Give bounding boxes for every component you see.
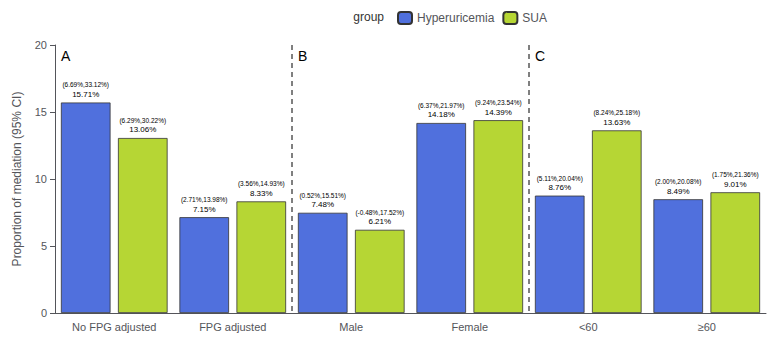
svg-text:(-0.48%,17.52%): (-0.48%,17.52%)	[355, 209, 404, 217]
svg-text:(2.00%,20.08%): (2.00%,20.08%)	[655, 178, 702, 186]
svg-text:13.63%: 13.63%	[603, 118, 630, 127]
svg-text:FPG adjusted: FPG adjusted	[199, 321, 266, 333]
svg-text:Hyperuricemia: Hyperuricemia	[417, 11, 495, 25]
svg-text:5: 5	[41, 240, 47, 252]
svg-text:20: 20	[35, 39, 47, 51]
svg-text:<60: <60	[579, 321, 598, 333]
svg-text:15: 15	[35, 106, 47, 118]
svg-text:≥60: ≥60	[698, 321, 716, 333]
svg-text:B: B	[298, 48, 307, 64]
svg-text:7.48%: 7.48%	[311, 200, 334, 209]
svg-text:(1.75%,21.36%): (1.75%,21.36%)	[712, 171, 759, 179]
svg-text:6.21%: 6.21%	[368, 217, 391, 226]
svg-text:(8.24%,25.18%): (8.24%,25.18%)	[593, 109, 640, 117]
svg-text:14.39%: 14.39%	[485, 108, 512, 117]
svg-text:A: A	[61, 48, 71, 64]
svg-text:8.76%: 8.76%	[548, 183, 571, 192]
svg-text:(6.69%,33.12%): (6.69%,33.12%)	[62, 81, 109, 89]
svg-text:C: C	[535, 48, 545, 64]
svg-text:(0.52%,15.51%): (0.52%,15.51%)	[299, 192, 346, 200]
svg-text:8.49%: 8.49%	[667, 187, 690, 196]
svg-text:Male: Male	[339, 321, 363, 333]
svg-text:(2.71%,13.98%): (2.71%,13.98%)	[181, 196, 228, 204]
svg-text:(5.11%,20.04%): (5.11%,20.04%)	[537, 175, 583, 183]
svg-text:(6.37%,21.97%): (6.37%,21.97%)	[418, 102, 465, 110]
svg-text:15.71%: 15.71%	[72, 90, 99, 99]
svg-text:No FPG adjusted: No FPG adjusted	[72, 321, 156, 333]
svg-text:9.01%: 9.01%	[724, 180, 747, 189]
svg-text:10: 10	[35, 173, 47, 185]
svg-text:0: 0	[41, 307, 47, 319]
svg-text:(3.56%,14.93%): (3.56%,14.93%)	[238, 180, 285, 188]
svg-text:(9.24%,23.54%): (9.24%,23.54%)	[475, 99, 522, 107]
svg-text:SUA: SUA	[522, 11, 547, 25]
svg-text:8.33%: 8.33%	[250, 189, 273, 198]
svg-text:group: group	[353, 10, 384, 24]
svg-text:14.18%: 14.18%	[428, 110, 455, 119]
svg-text:13.06%: 13.06%	[129, 125, 156, 134]
svg-text:Female: Female	[451, 321, 488, 333]
svg-text:(6.29%,30.22%): (6.29%,30.22%)	[119, 117, 166, 125]
svg-text:7.15%: 7.15%	[193, 205, 216, 214]
svg-text:Proportion of mediation (95% C: Proportion of mediation (95% CI)	[10, 92, 24, 267]
